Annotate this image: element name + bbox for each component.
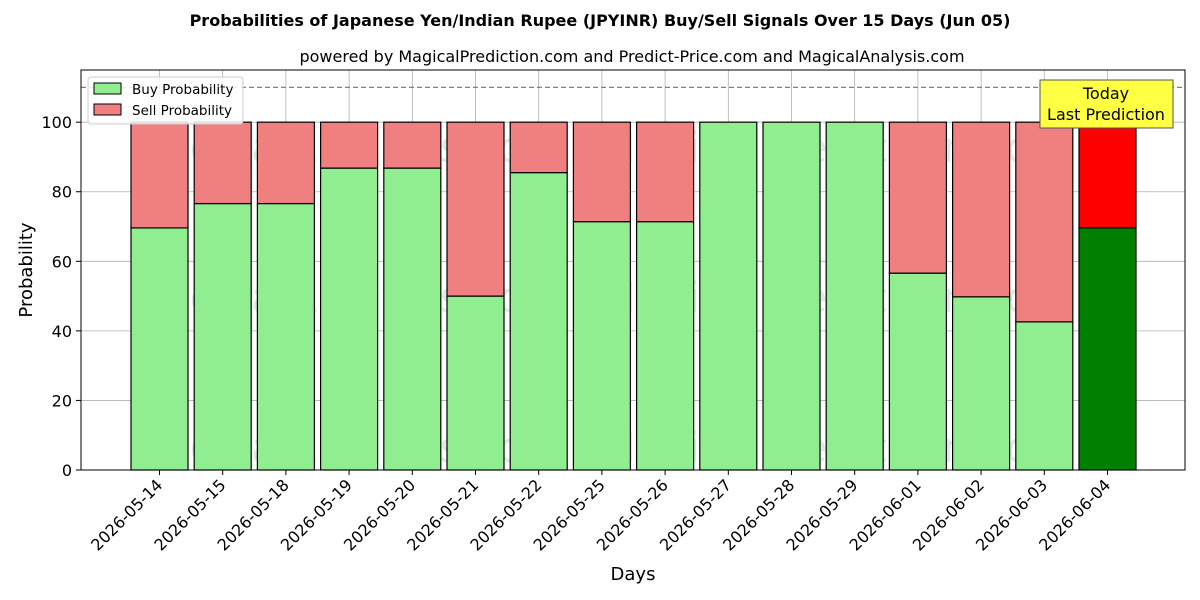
y-tick-label: 80 bbox=[52, 183, 72, 202]
sell-bar bbox=[572, 121, 632, 223]
buy-bar bbox=[825, 121, 884, 471]
y-tick-label: 100 bbox=[41, 113, 72, 132]
today-callout: Today Last Prediction bbox=[1039, 79, 1174, 129]
legend-swatch bbox=[93, 103, 122, 116]
legend-swatch bbox=[93, 82, 122, 95]
legend: Buy Probability Sell Probability bbox=[87, 76, 244, 125]
sell-bar bbox=[1078, 121, 1137, 229]
x-ticks: 2026-05-142026-05-152026-05-182026-05-19… bbox=[87, 470, 1114, 555]
y-axis-label: Probability bbox=[16, 222, 37, 317]
sell-bar bbox=[130, 121, 189, 229]
sell-bar bbox=[320, 121, 379, 169]
y-tick-label: 60 bbox=[52, 252, 72, 271]
chart-subtitle: powered by MagicalPrediction.com and Pre… bbox=[299, 47, 964, 66]
sell-bar bbox=[1015, 121, 1074, 323]
sell-bar bbox=[888, 121, 948, 274]
legend-label: Buy Probability bbox=[132, 82, 233, 98]
y-tick-label: 0 bbox=[62, 461, 72, 480]
buy-bar bbox=[1015, 321, 1074, 471]
x-axis-label: Days bbox=[611, 564, 656, 585]
legend-label: Sell Probability bbox=[132, 103, 232, 119]
legend-box bbox=[87, 76, 244, 125]
buy-bar bbox=[572, 221, 632, 471]
y-ticks: 0 20 40 60 80 100 bbox=[41, 113, 81, 480]
buy-bar bbox=[446, 295, 505, 471]
buy-bar bbox=[383, 167, 442, 471]
buy-bar bbox=[1078, 227, 1137, 471]
buy-bar bbox=[193, 202, 252, 471]
callout-text: Last Prediction bbox=[1047, 105, 1165, 124]
buy-bar bbox=[256, 202, 315, 471]
buy-bar bbox=[762, 121, 821, 471]
y-tick-label: 40 bbox=[52, 322, 72, 341]
buy-bar bbox=[635, 221, 695, 471]
buy-bar bbox=[130, 227, 189, 471]
plot-frame bbox=[80, 69, 1186, 471]
buy-bar bbox=[509, 172, 568, 471]
sell-bar bbox=[951, 121, 1011, 298]
y-tick-label: 20 bbox=[52, 391, 72, 410]
axes bbox=[80, 69, 1186, 471]
sell-bar bbox=[256, 121, 315, 205]
sell-bar bbox=[383, 121, 442, 169]
buy-bar bbox=[888, 272, 948, 471]
callout-text: Today bbox=[1082, 84, 1129, 103]
buy-bar bbox=[951, 296, 1011, 471]
sell-bar bbox=[193, 121, 252, 205]
chart-title: Probabilities of Japanese Yen/Indian Rup… bbox=[190, 11, 1011, 30]
callout-box bbox=[1039, 79, 1174, 129]
sell-bar bbox=[446, 121, 505, 297]
buy-bar bbox=[320, 167, 379, 471]
sell-bar bbox=[509, 121, 568, 174]
buy-bar bbox=[699, 121, 758, 471]
sell-bar bbox=[635, 121, 695, 223]
bars bbox=[130, 121, 1137, 471]
